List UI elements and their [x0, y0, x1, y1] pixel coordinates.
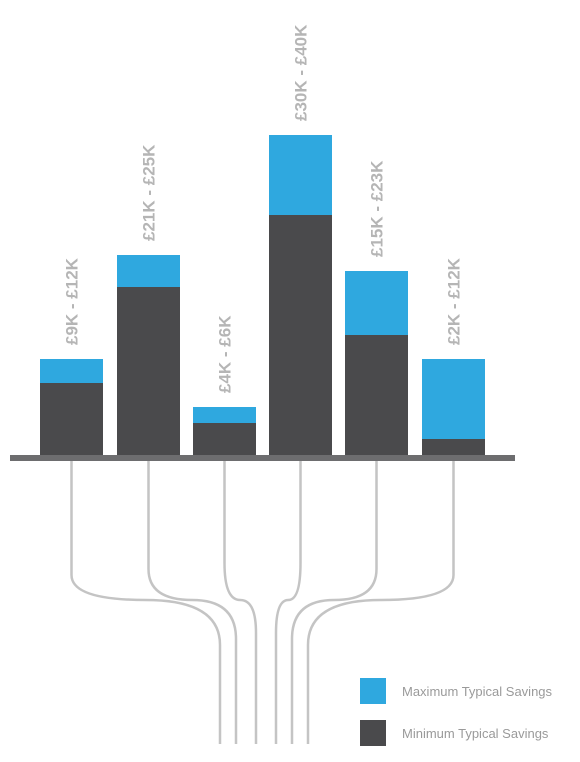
bar-maximum: [345, 271, 408, 335]
pipe-line: [70, 461, 222, 744]
bar-maximum: [193, 407, 256, 423]
legend-swatch-minimum: [360, 720, 386, 746]
legend-swatch-maximum: [360, 678, 386, 704]
bar-minimum: [269, 215, 332, 455]
legend-label-minimum: Minimum Typical Savings: [402, 725, 549, 741]
legend-label-maximum: Maximum Typical Savings: [402, 683, 553, 699]
bar-minimum: [193, 423, 256, 455]
legend: Maximum Typical Savings Minimum Typical …: [360, 678, 552, 762]
pipe-line: [147, 461, 238, 744]
bar-value-label: £15K - £23K: [368, 160, 387, 257]
pipe-line: [290, 461, 378, 744]
bar-minimum: [40, 383, 103, 455]
bar-value-label: £21K - £25K: [140, 144, 159, 241]
bar-maximum: [40, 359, 103, 383]
legend-item-minimum: Minimum Typical Savings: [360, 720, 552, 746]
pipe-line: [274, 461, 302, 744]
bars-group: [40, 135, 485, 455]
pipe-line: [306, 461, 455, 744]
bar-minimum: [117, 287, 180, 455]
pipe-line: [223, 461, 258, 744]
bar-minimum: [422, 439, 485, 455]
bar-labels-group: £9K - £12K £21K - £25K £4K - £6K £30K - £40…: [63, 24, 464, 393]
bar-minimum: [345, 335, 408, 455]
savings-bar-chart: £9K - £12K £21K - £25K £4K - £6K £30K - £40…: [10, 24, 515, 744]
bar-value-label: £9K - £12K: [63, 257, 82, 345]
baseline-bar: [10, 455, 515, 461]
bar-value-label: £30K - £40K: [292, 24, 311, 121]
bar-value-label: £4K - £6K: [216, 315, 235, 393]
pipes-decoration: [70, 461, 455, 744]
bar-maximum: [269, 135, 332, 215]
bar-value-label: £2K - £12K: [445, 257, 464, 345]
bar-maximum: [422, 359, 485, 439]
bar-maximum: [117, 255, 180, 287]
legend-item-maximum: Maximum Typical Savings: [360, 678, 552, 704]
